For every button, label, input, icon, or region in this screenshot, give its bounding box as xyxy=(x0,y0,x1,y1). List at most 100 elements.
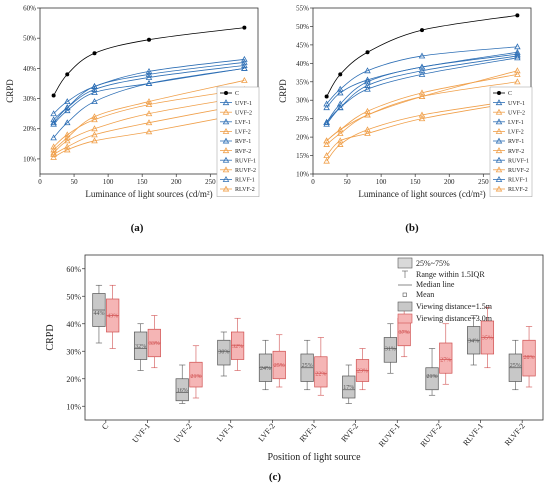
box-LVF-1-2: 32% xyxy=(231,317,245,371)
chart-panel-c: 10% 20% 30% 40% 50% 60% C UVF-1 UVF-2 LVF-1 LVF-2 R… xyxy=(45,254,544,463)
box-LVF-2-1: 24% xyxy=(258,339,273,391)
x-tick-label: RLVF-2 xyxy=(503,422,527,448)
legend-label-C: C xyxy=(235,91,239,97)
data-point-RLVF-2 xyxy=(63,134,71,141)
series-line-UVF-1 xyxy=(53,67,245,125)
box-iqr xyxy=(133,331,148,360)
data-point-LVF-1 xyxy=(50,119,57,126)
box-UVF-2-1: 16% xyxy=(175,364,189,404)
x-tick-label: 0 xyxy=(311,178,315,186)
data-point-RUVF-1 xyxy=(241,55,248,62)
data-point-RVF-1 xyxy=(323,120,330,127)
panel-label-a: (a) xyxy=(131,222,144,234)
data-point-UVF-2 xyxy=(514,70,521,77)
data-point-RVF-1 xyxy=(364,82,371,88)
data-point-C xyxy=(420,28,424,33)
legend-label-LVF-1: LVF-1 xyxy=(508,120,524,126)
data-point-RLVF-1 xyxy=(323,104,330,111)
x-tick-label: 150 xyxy=(410,178,421,186)
legend-label-LVF-1: LVF-1 xyxy=(235,120,251,126)
y-tick-label: 35% xyxy=(296,78,309,86)
chart-panel-a: 05010015020025030010%20%30%40%50%60%Lumi… xyxy=(5,5,260,199)
x-tick-label: 50 xyxy=(71,178,79,186)
legend-label-LVF-2: LVF-2 xyxy=(508,130,524,136)
data-point-RLVF-1 xyxy=(63,104,71,111)
data-point-LVF-2 xyxy=(63,131,71,138)
data-point-RVF-2 xyxy=(323,157,330,164)
data-point-UVF-1 xyxy=(418,70,426,77)
box-iqr xyxy=(189,361,203,388)
legend-label-RVF-2: RVF-2 xyxy=(235,149,251,155)
legend-label-UVF-2: UVF-2 xyxy=(235,110,252,116)
legend-marker-RLVF-1 xyxy=(222,175,230,182)
legend-marker-UVF-2 xyxy=(222,108,230,115)
legend-label-whisker: Range within 1.5IQR xyxy=(416,270,485,279)
legend-label-UVF-1: UVF-1 xyxy=(508,101,525,107)
box-C-2: 43% xyxy=(106,284,120,349)
series-line-UVF-1 xyxy=(326,57,518,123)
data-point-RVF-1 xyxy=(50,134,57,141)
box-RVF-2-1: 17% xyxy=(342,364,356,404)
x-axis-label: Position of light source xyxy=(267,452,361,463)
legend-label-iqr: 25%~75% xyxy=(416,259,450,268)
legend-marker-LVF-1 xyxy=(222,118,230,125)
legend-label-UVF-1: UVF-1 xyxy=(235,101,252,107)
legend-marker-LVF-2 xyxy=(222,127,230,134)
series-line-RVF-2 xyxy=(53,113,245,158)
legend-label-RUVF-1: RUVF-1 xyxy=(508,158,529,164)
legend-marker-RUVF-2 xyxy=(495,166,503,173)
series-line-RLVF-2 xyxy=(53,80,245,151)
data-point-RUVF-2 xyxy=(50,149,57,156)
data-point-RUVF-1 xyxy=(336,85,344,92)
x-tick-label: 50 xyxy=(344,178,352,186)
data-point-RUVF-2 xyxy=(336,126,344,133)
data-point-RUVF-1 xyxy=(364,67,371,74)
mean-label: 27% xyxy=(440,358,451,364)
box-RUVF-2-2: 27% xyxy=(439,323,453,385)
legend-marker-RUVF-1 xyxy=(222,156,230,163)
data-point-RVF-1 xyxy=(91,98,98,105)
chart-panel-b: 05010015020025030010%15%20%25%30%35%40%4… xyxy=(278,5,533,199)
y-axis-label: CRPD xyxy=(5,79,15,103)
legend-label-RVF-1: RVF-1 xyxy=(235,139,251,145)
data-point-UVF-2 xyxy=(63,143,71,150)
legend-label-LVF-2: LVF-2 xyxy=(235,130,251,136)
data-point-RUVF-2 xyxy=(514,67,521,74)
legend-label-RVF-1: RVF-1 xyxy=(508,139,524,145)
x-tick-label: RUVF-2 xyxy=(419,422,444,449)
data-point-RLVF-1 xyxy=(50,116,57,123)
data-point-RUVF-1 xyxy=(50,110,57,117)
series-line-RUVF-1 xyxy=(326,46,518,105)
legend-label-RUVF-2: RUVF-2 xyxy=(508,168,529,174)
y-tick-label: 20% xyxy=(66,375,81,384)
box-UVF-1-2: 33% xyxy=(147,315,161,369)
box-RVF-1-2: 22% xyxy=(314,337,328,396)
y-tick-label: 55% xyxy=(296,5,309,13)
y-tick-label: 50% xyxy=(66,292,81,301)
legend-label-series-2: Viewing distance=3.0m xyxy=(416,314,493,323)
data-point-LVF-1 xyxy=(336,100,344,107)
data-point-LVF-2 xyxy=(336,129,344,136)
series-line-RLVF-2 xyxy=(326,101,518,156)
data-point-RVF-1 xyxy=(418,67,426,74)
legend-label-median: Median line xyxy=(416,280,455,289)
x-axis-label: Luminance of light sources (cd/m²) xyxy=(358,189,485,199)
data-point-UVF-1 xyxy=(50,120,57,127)
x-tick-label: 100 xyxy=(103,178,114,186)
data-point-UVF-1 xyxy=(63,107,71,114)
box-LVF-2-2: 25% xyxy=(272,334,286,388)
y-tick-label: 10% xyxy=(66,402,81,411)
mean-label: 23% xyxy=(357,369,368,375)
series-line-RVF-1 xyxy=(326,55,518,125)
box-iqr xyxy=(439,342,453,374)
legend-label-RLVF-1: RLVF-1 xyxy=(235,178,255,184)
legend-label-RUVF-2: RUVF-2 xyxy=(235,168,256,174)
y-tick-label: 30% xyxy=(296,97,309,105)
series-line-RVF-2 xyxy=(326,99,518,162)
box-UVF-2-2: 21% xyxy=(189,345,203,399)
y-tick-label: 10% xyxy=(296,171,309,179)
box-iqr xyxy=(217,339,231,366)
data-point-C xyxy=(51,93,56,98)
data-point-RUVF-2 xyxy=(63,137,71,144)
